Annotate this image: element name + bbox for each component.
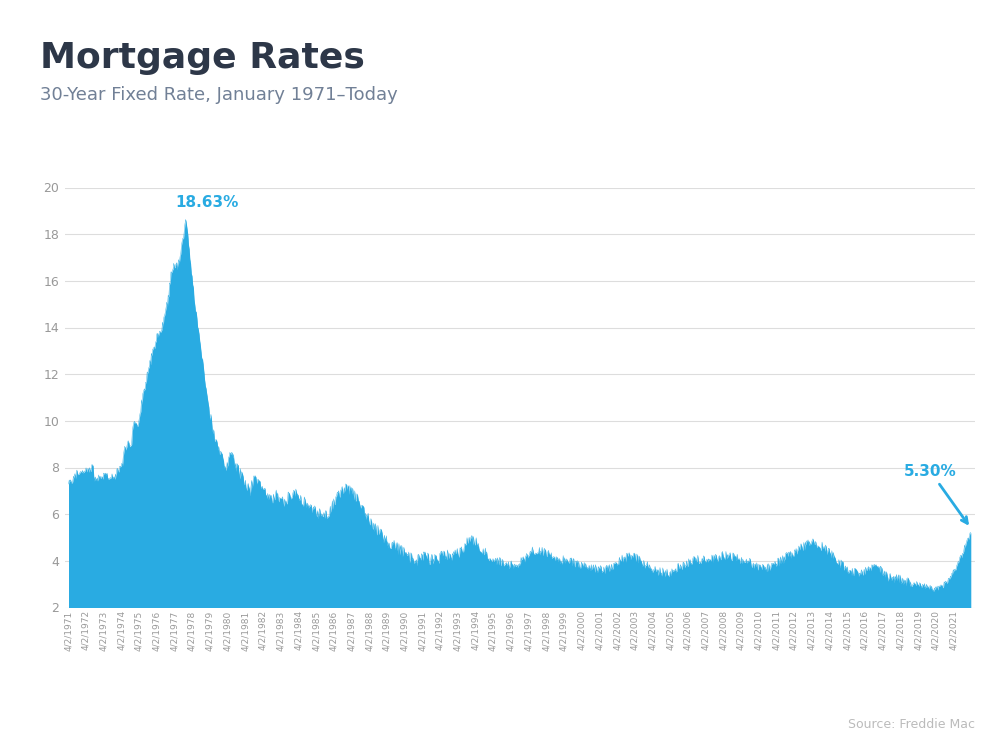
Text: 5.30%: 5.30%: [904, 464, 967, 524]
Text: 30-Year Fixed Rate, January 1971–Today: 30-Year Fixed Rate, January 1971–Today: [40, 86, 398, 104]
Text: 18.63%: 18.63%: [175, 195, 239, 210]
Text: Mortgage Rates: Mortgage Rates: [40, 41, 365, 75]
Text: Source: Freddie Mac: Source: Freddie Mac: [848, 718, 975, 731]
